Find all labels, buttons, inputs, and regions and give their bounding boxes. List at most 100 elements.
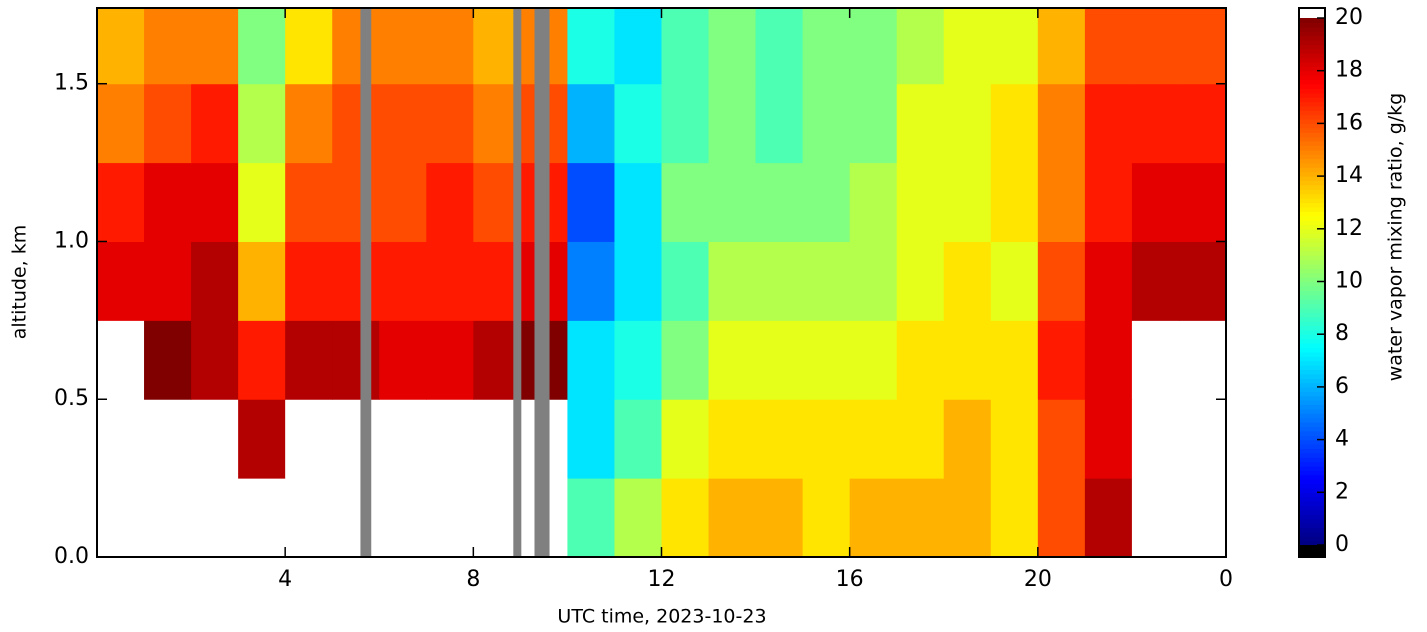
colorbar-segment (1299, 26, 1325, 32)
heatmap-cell (191, 241, 239, 321)
heatmap-cell (802, 162, 851, 242)
colorbar-tick-label: 4 (1335, 427, 1349, 452)
colorbar-segment (1299, 386, 1325, 392)
heatmap-cell (426, 478, 474, 558)
colorbar-segment (1299, 202, 1325, 208)
heatmap-cell (708, 8, 757, 85)
heatmap-cell (661, 162, 710, 242)
colorbar-segment (1299, 369, 1325, 375)
heatmap-cell (661, 399, 710, 479)
missing-data (534, 8, 550, 557)
heatmap-cell (1037, 83, 1086, 164)
heatmap-cell (238, 399, 286, 479)
colorbar-segment (1299, 184, 1325, 190)
heatmap-cell (144, 162, 192, 242)
colorbar-segment (1299, 461, 1325, 467)
heatmap-cell (285, 162, 333, 242)
heatmap-cell (849, 162, 898, 242)
heatmap-cell (661, 241, 710, 321)
colorbar-segment (1299, 430, 1325, 436)
heatmap-cell (285, 399, 333, 479)
heatmap-cell (1178, 320, 1227, 400)
colorbar-segment (1299, 509, 1325, 515)
heatmap-cell (238, 241, 286, 321)
heatmap-cell (1131, 8, 1180, 85)
heatmap-cell (661, 8, 710, 85)
heatmap-cell (1131, 320, 1180, 400)
heatmap-cell (144, 399, 192, 479)
colorbar-segment (1299, 492, 1325, 498)
x-tick-label: 0 (1219, 567, 1233, 592)
colorbar-segment (1299, 114, 1325, 120)
colorbar-segment (1299, 360, 1325, 366)
heatmap-cell (802, 83, 851, 164)
colorbar-segment (1299, 75, 1325, 81)
heatmap-cell (191, 478, 239, 558)
heatmap-cell (943, 83, 992, 164)
heatmap-cell (97, 83, 145, 164)
colorbar-segment (1299, 307, 1325, 313)
colorbar-segment (1299, 452, 1325, 458)
colorbar-segment (1299, 233, 1325, 239)
colorbar-segment (1299, 127, 1325, 133)
colorbar-segment (1299, 57, 1325, 63)
heatmap-cell (1037, 8, 1086, 85)
heatmap-cell (144, 478, 192, 558)
colorbar-segment (1299, 228, 1325, 234)
heatmap-cell (896, 478, 945, 558)
heatmap-cell (238, 162, 286, 242)
heatmap-cell (332, 8, 380, 85)
colorbar-segment (1299, 356, 1325, 362)
colorbar-segment (1299, 88, 1325, 94)
heatmap-cell (943, 320, 992, 400)
heatmap-cell (708, 162, 757, 242)
heatmap-cell (943, 8, 992, 85)
x-tick-label: 16 (836, 567, 864, 592)
heatmap-cell (943, 241, 992, 321)
colorbar-tick-label: 12 (1335, 216, 1363, 241)
x-tick-label: 20 (1024, 567, 1052, 592)
heatmap-cell (1037, 478, 1086, 558)
colorbar-segment (1299, 61, 1325, 67)
heatmap-cell (614, 478, 662, 558)
colorbar-segment (1299, 272, 1325, 278)
heatmap-cell (802, 241, 851, 321)
colorbar-over (1299, 8, 1325, 18)
heatmap-cell (191, 162, 239, 242)
colorbar-segment (1299, 426, 1325, 432)
heatmap-cell (849, 83, 898, 164)
colorbar-segment (1299, 474, 1325, 480)
heatmap-cell (426, 241, 474, 321)
heatmap-cell (1131, 478, 1180, 558)
y-tick-label: 1.0 (54, 228, 89, 253)
colorbar-segment (1299, 215, 1325, 221)
heatmap-cell (379, 8, 427, 85)
heatmap-cell (1084, 478, 1133, 558)
heatmap-cell (896, 399, 945, 479)
colorbar-segment (1299, 31, 1325, 37)
colorbar-segment (1299, 404, 1325, 410)
heatmap-cell (1131, 241, 1180, 321)
colorbar-under (1299, 545, 1325, 557)
colorbar-segment (1299, 281, 1325, 287)
heatmap-cell (661, 478, 710, 558)
heatmap-cell (332, 320, 380, 400)
heatmap-cell (426, 320, 474, 400)
heatmap-cell (1037, 241, 1086, 321)
colorbar-segment (1299, 211, 1325, 217)
heatmap-cell (473, 162, 521, 242)
colorbar-segment (1299, 417, 1325, 423)
heatmap-cell (708, 83, 757, 164)
colorbar-segment (1299, 97, 1325, 103)
heatmap-cell (473, 320, 521, 400)
colorbar-segment (1299, 316, 1325, 322)
heatmap-cell (802, 320, 851, 400)
colorbar-segment (1299, 439, 1325, 445)
y-axis-label: altitude, km (9, 225, 31, 339)
colorbar-frame (1298, 7, 1326, 558)
heatmap-cell (990, 399, 1039, 479)
colorbar-tick-label: 14 (1335, 163, 1363, 188)
heatmap-cell (567, 478, 615, 558)
colorbar-segment (1299, 299, 1325, 305)
heatmap-cell (144, 83, 192, 164)
